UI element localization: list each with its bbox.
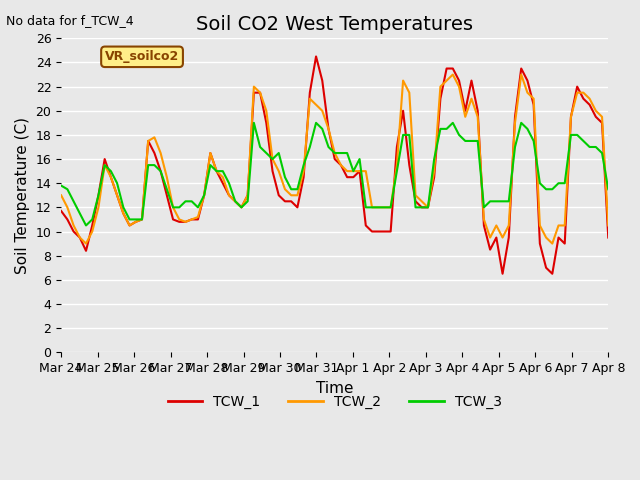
Text: VR_soilco2: VR_soilco2 xyxy=(105,50,179,63)
X-axis label: Time: Time xyxy=(316,381,353,396)
TCW_2 xyxy=(120,211,127,216)
TCW_2 xyxy=(82,240,90,246)
TCW_2 xyxy=(132,219,140,225)
TCW_3 xyxy=(58,183,65,189)
TCW_2 xyxy=(604,223,612,228)
Line: TCW_2: TCW_2 xyxy=(61,74,608,243)
TCW_3 xyxy=(132,216,140,222)
TCW_1 xyxy=(125,223,133,228)
Y-axis label: Soil Temperature (C): Soil Temperature (C) xyxy=(15,117,30,274)
TCW_2 xyxy=(175,216,183,222)
TCW_3 xyxy=(120,204,127,210)
TCW_1 xyxy=(113,192,121,198)
Legend: TCW_1, TCW_2, TCW_3: TCW_1, TCW_2, TCW_3 xyxy=(162,389,508,414)
TCW_1 xyxy=(312,54,320,60)
TCW_1 xyxy=(269,168,276,174)
Title: Soil CO2 West Temperatures: Soil CO2 West Temperatures xyxy=(196,15,473,34)
TCW_3 xyxy=(281,174,289,180)
TCW_2 xyxy=(275,168,283,174)
TCW_2 xyxy=(449,72,457,77)
TCW_1 xyxy=(499,271,506,276)
TCW_3 xyxy=(555,180,563,186)
TCW_1 xyxy=(169,216,177,222)
Text: No data for f_TCW_4: No data for f_TCW_4 xyxy=(6,14,134,27)
TCW_3 xyxy=(82,223,90,228)
TCW_2 xyxy=(555,223,563,228)
TCW_2 xyxy=(58,192,65,198)
TCW_1 xyxy=(343,174,351,180)
TCW_1 xyxy=(555,235,563,240)
TCW_2 xyxy=(343,168,351,174)
TCW_3 xyxy=(604,186,612,192)
TCW_3 xyxy=(175,204,183,210)
TCW_1 xyxy=(58,208,65,214)
Line: TCW_3: TCW_3 xyxy=(61,123,608,226)
TCW_3 xyxy=(349,168,357,174)
Line: TCW_1: TCW_1 xyxy=(61,57,608,274)
TCW_1 xyxy=(604,235,612,240)
TCW_3 xyxy=(250,120,258,126)
